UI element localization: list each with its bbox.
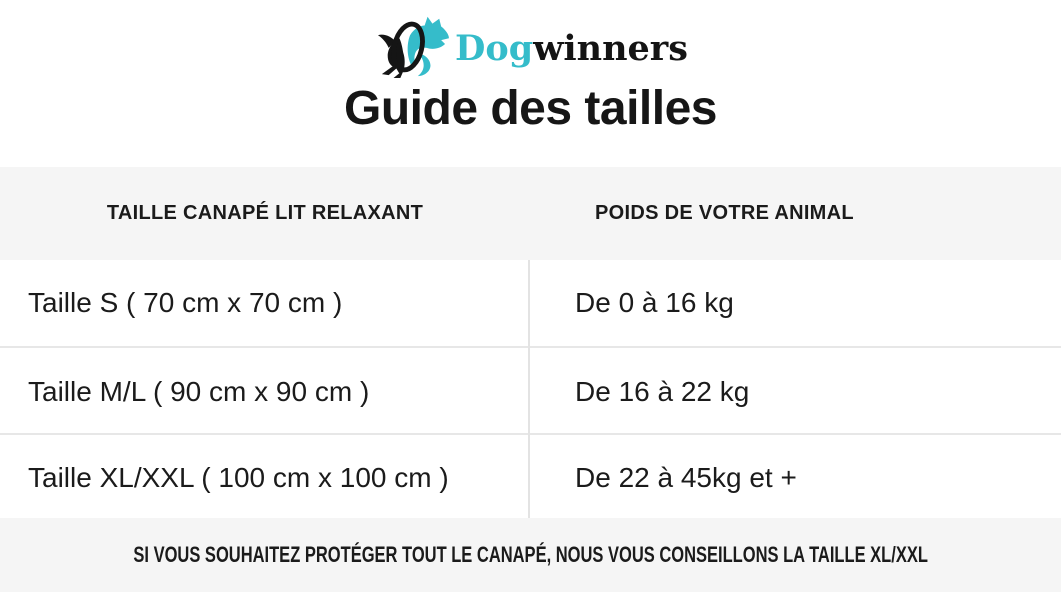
brand-name-dog: Dog	[455, 27, 534, 69]
table-header-row: TAILLE CANAPÉ LIT RELAXANT POIDS DE VOTR…	[0, 167, 1061, 260]
dog-jumping-through-hoop-icon	[378, 16, 449, 79]
brand-logo: Dogwinners	[0, 8, 1061, 82]
brand-name: Dogwinners	[455, 31, 688, 66]
dog-paw-shape	[417, 53, 431, 77]
table-row: Taille XL/XXL ( 100 cm x 100 cm ) De 22 …	[0, 437, 1061, 518]
size-cell: Taille M/L ( 90 cm x 90 cm )	[28, 375, 370, 407]
hoop-ring	[391, 21, 425, 73]
table-row: Taille M/L ( 90 cm x 90 cm ) De 16 à 22 …	[0, 350, 1061, 435]
brand-name-winners: winners	[533, 27, 688, 69]
page-title: Guide des tailles	[344, 82, 717, 135]
weight-cell: De 0 à 16 kg	[575, 287, 734, 318]
header-weight-column: POIDS DE VOTRE ANIMAL	[595, 202, 854, 224]
header-size-column: TAILLE CANAPÉ LIT RELAXANT	[106, 202, 424, 224]
footer-band: SI VOUS SOUHAITEZ PROTÉGER TOUT LE CANAP…	[0, 518, 1061, 592]
size-cell: Taille S ( 70 cm x 70 cm )	[28, 287, 343, 318]
column-divider	[528, 260, 530, 518]
footer-note: SI VOUS SOUHAITEZ PROTÉGER TOUT LE CANAP…	[133, 542, 928, 567]
size-cell: Taille XL/XXL ( 100 cm x 100 cm )	[28, 461, 449, 493]
weight-cell: De 22 à 45kg et +	[575, 461, 797, 493]
weight-cell: De 16 à 22 kg	[575, 375, 750, 407]
dog-tail-shape	[378, 34, 396, 48]
table-row: Taille S ( 70 cm x 70 cm ) De 0 à 16 kg	[0, 260, 1061, 348]
